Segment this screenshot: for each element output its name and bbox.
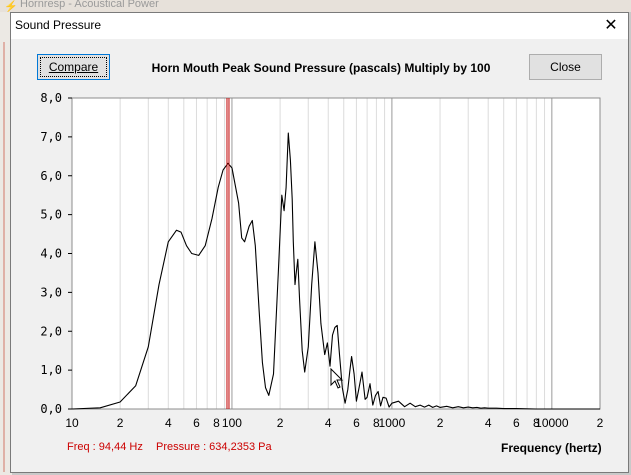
- y-tick-label: 6,0: [40, 169, 62, 183]
- close-button[interactable]: Close: [529, 54, 602, 80]
- x-tick-label: 8: [373, 416, 380, 430]
- x-tick-label: 1000: [379, 416, 406, 430]
- x-tick-label: 4: [485, 416, 492, 430]
- compare-button-label: Compare: [48, 60, 99, 74]
- compare-button[interactable]: Compare: [37, 54, 110, 80]
- x-tick-label: 8: [213, 416, 220, 430]
- x-tick-label: 10: [65, 416, 79, 430]
- background-window-title: Hornresp - Acoustical Power: [20, 0, 159, 10]
- x-axis-title: Frequency (hertz): [501, 441, 602, 455]
- x-tick-label: 6: [193, 416, 200, 430]
- x-tick-label: 2: [437, 416, 444, 430]
- dialog-titlebar[interactable]: Sound Pressure ✕: [11, 13, 628, 39]
- y-tick-label: 8,0: [40, 91, 62, 105]
- mouse-cursor-icon: [330, 367, 344, 389]
- x-tick-label: 100: [222, 416, 242, 430]
- x-tick-label: 4: [165, 416, 172, 430]
- background-window-edge: [0, 12, 12, 475]
- sound-pressure-dialog: Sound Pressure ✕ Compare Horn Mouth Peak…: [10, 12, 629, 473]
- x-tick-label: 6: [513, 416, 520, 430]
- y-tick-label: 4,0: [40, 247, 62, 261]
- x-tick-label: 4: [325, 416, 332, 430]
- close-icon[interactable]: ✕: [604, 17, 618, 34]
- x-tick-label: 6: [353, 416, 360, 430]
- y-tick-label: 1,0: [40, 363, 62, 377]
- x-tick-label: 8: [533, 416, 540, 430]
- x-tick-label: 2: [597, 416, 604, 430]
- x-tick-label: 2: [117, 416, 124, 430]
- y-tick-label: 3,0: [40, 285, 62, 299]
- chart-title: Horn Mouth Peak Sound Pressure (pascals)…: [151, 61, 491, 75]
- pressure-readout: Pressure : 634,2353 Pa: [156, 441, 272, 453]
- y-tick-label: 0,0: [40, 402, 62, 416]
- dialog-title: Sound Pressure: [15, 18, 102, 32]
- y-tick-label: 2,0: [40, 324, 62, 338]
- x-tick-label: 2: [277, 416, 284, 430]
- y-tick-label: 7,0: [40, 130, 62, 144]
- sound-pressure-chart[interactable]: 0,01,02,03,04,05,06,07,08,010 2 4 6 8 100 2 4 6 8…: [11, 13, 628, 472]
- plot-area: [72, 98, 600, 409]
- lightning-icon: ⚡: [4, 1, 18, 13]
- frequency-readout: Freq : 94,44 Hz: [67, 441, 143, 453]
- y-tick-label: 5,0: [40, 208, 62, 222]
- background-window-titlebar: ⚡ Hornresp - Acoustical Power: [0, 0, 631, 13]
- background-plot-trace: [3, 42, 5, 472]
- pressure-curve: [71, 132, 600, 410]
- x-tick-label: 10000: [535, 416, 569, 430]
